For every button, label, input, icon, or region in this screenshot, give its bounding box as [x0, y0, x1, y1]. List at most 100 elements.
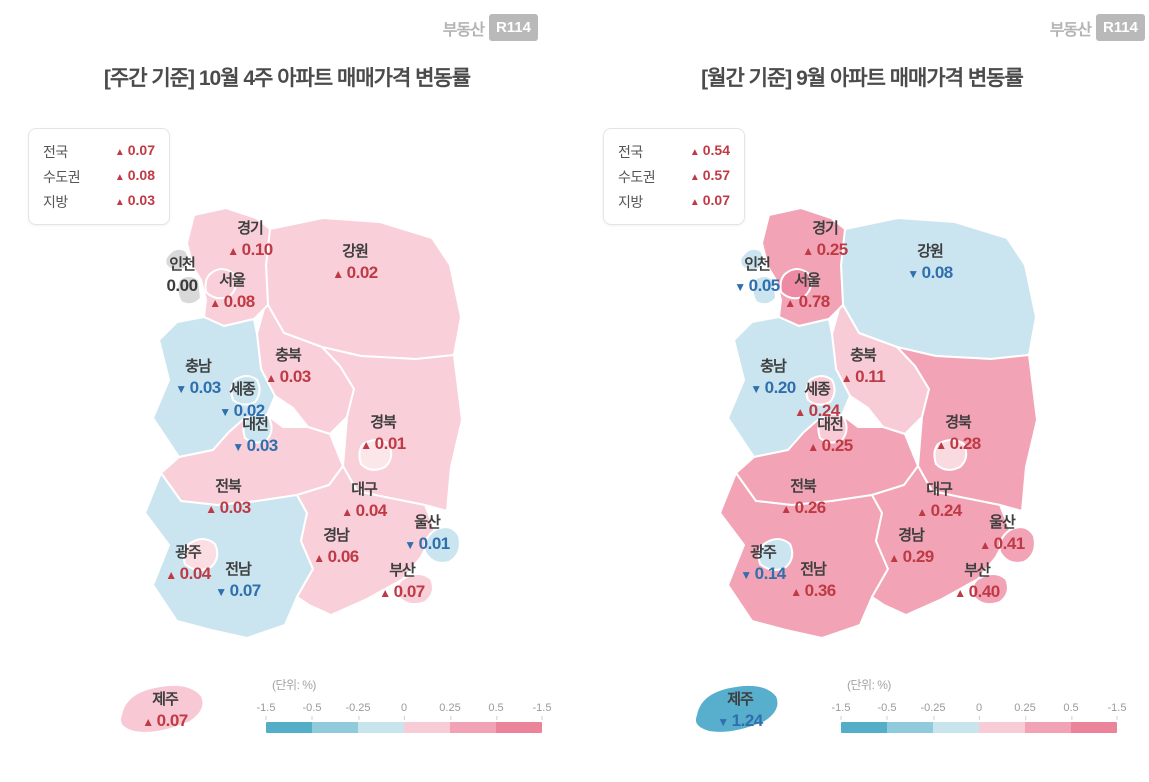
jeju-island-weekly: [105, 676, 215, 748]
region-value-number: 0.03: [189, 377, 222, 397]
region-value: 0.00: [127, 275, 237, 296]
legend-color-segment: [1071, 722, 1117, 733]
legend-color-segment: [266, 722, 312, 733]
summary-row: 전국 ▲ 0.07: [43, 139, 155, 164]
down-triangle-icon: ▼: [740, 567, 752, 582]
up-triangle-icon: ▲: [360, 437, 372, 452]
region-name: 강원: [917, 243, 944, 260]
region-label-busan: 부산 ▲ 0.40: [922, 562, 1032, 602]
legend-color-segment: [1025, 722, 1071, 733]
up-triangle-icon: ▲: [341, 504, 353, 519]
region-label-gangwon: 강원 ▼ 0.08: [875, 243, 985, 283]
region-value: ▼ 0.03: [143, 377, 253, 398]
up-triangle-icon: ▲: [802, 243, 814, 258]
region-value: ▲ 0.40: [922, 581, 1032, 602]
legend-tick-label: 0.5: [1063, 702, 1079, 720]
up-triangle-icon: ▲: [205, 501, 217, 516]
region-label-gyeongbuk: 경북 ▲ 0.28: [903, 414, 1013, 454]
legend-color-segment: [933, 722, 979, 733]
summary-row: 전국 ▲ 0.54: [618, 139, 730, 164]
region-name: 대전: [242, 416, 269, 433]
brand-logo-text: 부동산: [442, 21, 485, 39]
korea-map-svg: [144, 207, 463, 639]
region-value: ▼ 0.02: [187, 400, 297, 421]
panel-weekly-map: 부동산 R114 [주간 기준] 10월 4주 아파트 매매가격 변동률 전국 ▲…: [0, 0, 574, 782]
up-triangle-icon: ▲: [265, 370, 277, 385]
region-label-jeju: 제주 ▲ 0.07: [110, 691, 220, 731]
summary-box-weekly: 전국 ▲ 0.07 수도권 ▲ 0.08 지방 ▲ 0.03: [28, 128, 170, 225]
up-triangle-icon: ▲: [916, 504, 928, 519]
summary-value-number: 0.03: [127, 192, 155, 208]
up-triangle-icon: ▲: [784, 295, 796, 310]
region-value: ▲ 0.41: [947, 533, 1057, 554]
region-label-gwangju: 광주 ▲ 0.04: [133, 544, 243, 584]
region-value-number: 0.11: [855, 366, 886, 386]
region-name: 충북: [850, 347, 877, 364]
legend-color-segment: [496, 722, 542, 733]
region-name: 경북: [370, 414, 397, 431]
jeju-island-svg: [693, 683, 780, 734]
region-value: ▼ 0.05: [702, 275, 812, 296]
region-name: 부산: [389, 562, 416, 579]
summary-label: 수도권: [618, 168, 656, 185]
region-label-seoul: 서울 ▲ 0.08: [177, 272, 287, 312]
up-triangle-icon: ▲: [780, 501, 792, 516]
region-label-gyeonggi: 경기 ▲ 0.25: [770, 220, 880, 260]
region-name: 인천: [744, 256, 771, 273]
region-name: 대구: [351, 481, 378, 498]
region-value-number: 0.14: [754, 563, 787, 583]
region-value-number: 0.10: [241, 239, 274, 259]
region-value: ▲ 0.08: [177, 291, 287, 312]
legend-color-segment: [312, 722, 358, 733]
region-value-number: 0.08: [921, 262, 954, 282]
legend-color-segment: [841, 722, 887, 733]
region-name: 세종: [804, 381, 831, 398]
region-name: 충남: [760, 358, 787, 375]
legend-tick-label: -1.5: [1107, 702, 1127, 720]
down-triangle-icon: ▼: [232, 439, 244, 454]
region-value-number: 0.28: [949, 433, 982, 453]
region-name: 경기: [812, 220, 839, 237]
legend-tick-label: 0: [975, 702, 983, 720]
region-shape-incheon: [164, 247, 190, 272]
legend-tick-label: 0: [400, 702, 408, 720]
korea-map-svg: [719, 207, 1038, 639]
jeju-island-svg: [118, 683, 205, 734]
region-name: 부산: [964, 562, 991, 579]
region-shape-incheon: [176, 275, 202, 306]
region-value: ▼ 0.08: [875, 262, 985, 283]
region-name: 광주: [175, 544, 202, 561]
region-name: 대전: [817, 416, 844, 433]
region-value-number: 0.01: [418, 533, 451, 553]
color-scale-legend-monthly: (단위: %) -1.5 -0.5 -0.25 0 0.25 0.5 -1.5: [832, 676, 1126, 733]
up-triangle-icon: ▲: [114, 172, 125, 183]
region-label-incheon: 인천 ▼ 0.05: [702, 256, 812, 296]
region-value: ▲ 0.04: [133, 563, 243, 584]
region-label-jeju: 제주 ▼ 1.24: [685, 691, 795, 731]
summary-label: 수도권: [43, 168, 81, 185]
region-value: ▲ 0.24: [884, 500, 994, 521]
region-value-number: 0.24: [808, 400, 841, 420]
summary-label: 전국: [618, 143, 643, 160]
brand-logo-badge: R114: [1095, 14, 1145, 41]
panel-monthly-map: 부동산 R114 [월간 기준] 9월 아파트 매매가격 변동률 전국 ▲ 0.54…: [575, 0, 1149, 782]
legend-color-segment: [358, 722, 404, 733]
region-label-daegu: 대구 ▲ 0.24: [884, 481, 994, 521]
region-label-daejeon: 대전 ▼ 0.03: [200, 416, 310, 456]
region-value: ▲ 0.02: [300, 262, 410, 283]
legend-tick-label: -1.5: [831, 702, 851, 720]
region-value-number: 0.20: [764, 377, 797, 397]
summary-label: 지방: [43, 193, 68, 210]
region-value: ▼ 0.03: [200, 435, 310, 456]
summary-row: 수도권 ▲ 0.08: [43, 164, 155, 189]
region-name: 경남: [898, 527, 925, 544]
summary-value-number: 0.54: [702, 142, 730, 158]
color-scale-legend-weekly: (단위: %) -1.5 -0.5 -0.25 0 0.25 0.5 -1.5: [257, 676, 551, 733]
jeju-island-monthly: [680, 676, 790, 748]
region-name: 제주: [152, 691, 179, 708]
region-label-gyeongbuk: 경북 ▲ 0.01: [328, 414, 438, 454]
region-value: ▲ 0.07: [347, 581, 457, 602]
region-label-chungbuk: 충북 ▲ 0.11: [808, 347, 918, 387]
up-triangle-icon: ▲: [142, 714, 154, 729]
